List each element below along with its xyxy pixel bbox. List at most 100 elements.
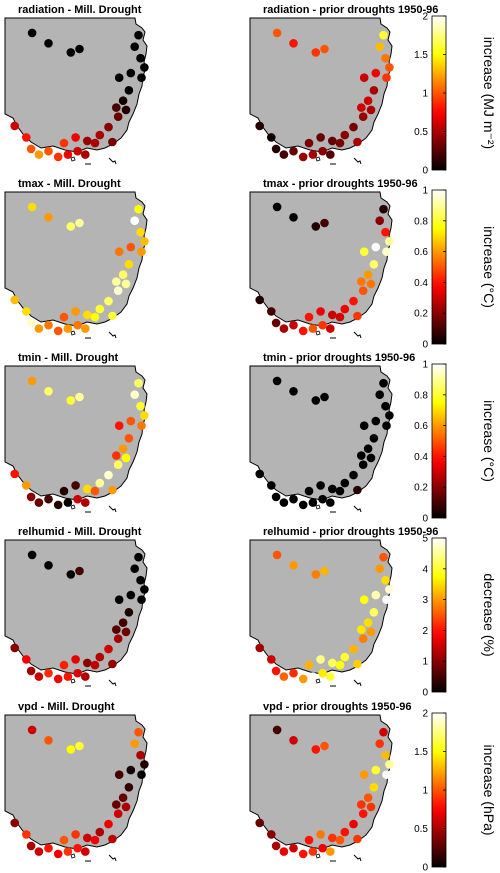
station-marker: [271, 841, 281, 851]
station-marker: [316, 655, 325, 664]
station-marker: [271, 666, 281, 676]
station-marker: [136, 575, 145, 585]
station-marker: [108, 311, 117, 321]
station-marker: [95, 130, 105, 140]
station-marker: [140, 411, 149, 420]
colorbar-radiation: 2 1.5 1 0.5 0 increase (MJ m⁻²): [414, 12, 497, 177]
station-marker: [66, 48, 76, 57]
station-marker: [271, 492, 281, 502]
station-marker: [379, 378, 388, 388]
station-marker: [124, 608, 134, 617]
station-marker: [66, 570, 76, 579]
station-marker: [114, 247, 124, 256]
station-marker: [126, 765, 136, 775]
island-outline: [70, 853, 76, 859]
station-marker: [353, 137, 362, 147]
station-marker: [349, 470, 358, 480]
station-marker: [357, 800, 366, 809]
colorbar-tick-label: 0.4: [414, 452, 428, 463]
colorbar-label: decrease (%): [481, 573, 497, 656]
map-panel-tmax-prior-droughts: tmax - prior droughts 1950-96: [249, 178, 418, 339]
station-marker: [104, 122, 113, 132]
map-panel-relhumid-mill-drought: relhumid - Mill. Drought: [4, 526, 149, 687]
station-marker: [34, 672, 44, 681]
station-marker: [279, 847, 289, 856]
station-marker: [137, 421, 146, 431]
station-marker: [59, 138, 69, 148]
station-marker: [121, 279, 131, 289]
station-marker: [81, 150, 90, 159]
colorbar-tick-label: 2: [422, 709, 428, 720]
station-marker: [53, 152, 63, 162]
land-mass: [4, 365, 148, 501]
station-marker: [130, 739, 139, 748]
station-marker: [75, 392, 84, 402]
panel-title: tmin - prior droughts 1950-96: [263, 352, 415, 364]
station-marker: [272, 725, 282, 735]
station-marker: [328, 484, 337, 494]
island-outline: [315, 504, 321, 510]
station-marker: [326, 847, 335, 856]
colorbar-tick-label: 0.4: [414, 278, 428, 289]
station-marker: [137, 770, 146, 779]
station-marker: [375, 390, 385, 400]
station-marker: [311, 745, 321, 754]
station-marker: [27, 550, 37, 560]
station-marker: [366, 627, 376, 637]
station-marker: [126, 416, 136, 426]
station-marker: [358, 809, 368, 818]
island-outline: [353, 854, 362, 862]
station-marker: [53, 500, 63, 510]
colorbar-tick-label: 0.8: [414, 390, 428, 401]
station-marker: [357, 451, 366, 460]
station-marker: [81, 324, 90, 333]
station-marker: [340, 478, 350, 488]
station-marker: [22, 307, 31, 316]
station-marker: [114, 421, 124, 431]
colorbar-label: increase (°C): [481, 226, 497, 308]
map-panel-radiation-mill-drought: radiation - Mill. Drought: [4, 4, 149, 165]
station-marker: [140, 585, 149, 594]
station-marker: [298, 849, 308, 859]
station-marker: [83, 833, 92, 843]
station-marker: [335, 138, 345, 148]
colorbar-relhumid: 5 4 3 2 1 0 decrease (%): [422, 534, 497, 699]
station-marker: [320, 741, 329, 751]
station-marker: [363, 793, 373, 802]
island-outline: [315, 678, 321, 684]
colorbar-vpd: 2 1.5 1 0.5 0 increase (hPa): [414, 709, 497, 873]
station-marker: [26, 666, 36, 676]
station-marker: [114, 73, 124, 82]
station-marker: [73, 146, 82, 156]
station-marker: [59, 660, 69, 670]
station-marker: [318, 146, 327, 156]
station-marker: [136, 53, 145, 63]
station-marker: [335, 486, 345, 496]
station-marker: [289, 843, 298, 853]
station-marker: [124, 86, 134, 95]
colorbar-tick-label: 1: [422, 657, 428, 668]
station-marker: [95, 827, 105, 837]
station-marker: [90, 486, 100, 496]
station-marker: [73, 494, 82, 504]
island-outline: [353, 331, 362, 339]
station-marker: [369, 434, 379, 443]
colorbar-tmin: 1 0.8 0.6 0.4 0.2 0 increase (°C): [414, 360, 497, 525]
colorbar-tick-label: 2: [422, 626, 428, 637]
station-marker: [369, 783, 379, 792]
colorbar-tick-label: 1: [422, 186, 428, 197]
station-marker: [22, 830, 31, 839]
station-marker: [81, 847, 90, 856]
station-marker: [318, 843, 327, 853]
station-marker: [118, 96, 128, 105]
station-marker: [382, 421, 391, 431]
station-marker: [95, 478, 105, 488]
station-marker: [340, 827, 350, 837]
station-marker: [140, 760, 149, 769]
station-marker: [328, 310, 337, 320]
station-marker: [279, 324, 289, 333]
station-marker: [59, 835, 69, 845]
station-marker: [308, 150, 318, 159]
station-marker: [121, 453, 131, 463]
station-marker: [71, 481, 80, 490]
